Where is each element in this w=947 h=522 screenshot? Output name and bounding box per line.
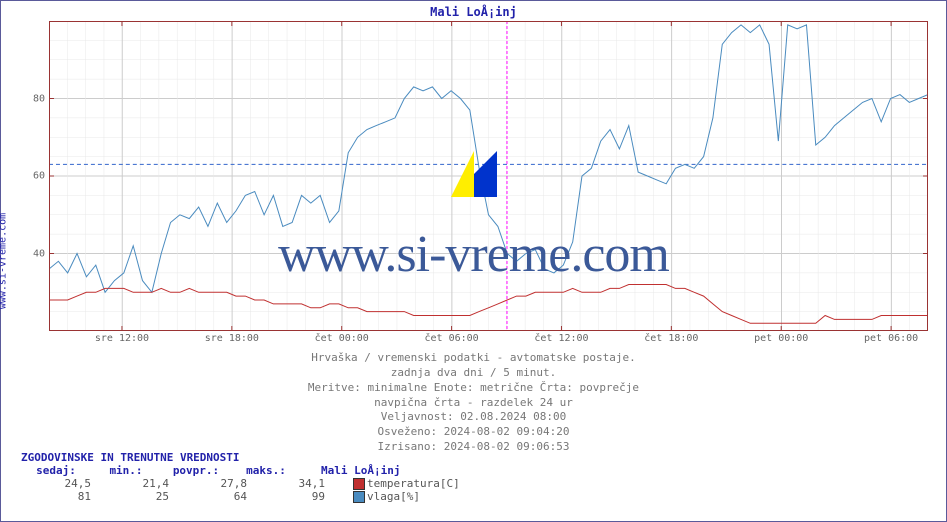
footer-value: 21,4 bbox=[99, 477, 177, 490]
footer-header: ZGODOVINSKE IN TRENUTNE VREDNOSTI bbox=[21, 451, 926, 464]
footer-value: 99 bbox=[255, 490, 333, 503]
x-tick-label: pet 06:00 bbox=[864, 333, 918, 344]
footer-value: 27,8 bbox=[177, 477, 255, 490]
legend-item: temperatura[C] bbox=[333, 477, 460, 490]
info-line: zadnja dva dni / 5 minut. bbox=[1, 366, 946, 381]
footer-row: 81256499vlaga[%] bbox=[21, 490, 926, 503]
footer-location: Mali LoÅ¡inj bbox=[301, 464, 400, 477]
footer-value: 24,5 bbox=[21, 477, 99, 490]
footer-col-label: sedaj: bbox=[21, 464, 91, 477]
footer-value: 81 bbox=[21, 490, 99, 503]
y-tick-label: 80 bbox=[5, 93, 45, 104]
plot-area bbox=[49, 21, 928, 331]
footer: ZGODOVINSKE IN TRENUTNE VREDNOSTI sedaj:… bbox=[21, 451, 926, 503]
chart-title: Mali LoÅ¡inj bbox=[1, 5, 946, 19]
info-line: Veljavnost: 02.08.2024 08:00 bbox=[1, 410, 946, 425]
footer-col-label: min.: bbox=[91, 464, 161, 477]
info-line: Meritve: minimalne Enote: metrične Črta:… bbox=[1, 381, 946, 396]
footer-row: 24,521,427,834,1temperatura[C] bbox=[21, 477, 926, 490]
y-tick-label: 60 bbox=[5, 171, 45, 182]
info-line: Osveženo: 2024-08-02 09:04:20 bbox=[1, 425, 946, 440]
x-tick-label: sre 12:00 bbox=[95, 333, 149, 344]
chart-container: www.si-vreme.com Mali LoÅ¡inj 40 60 80 sre… bbox=[0, 0, 947, 522]
x-tick-label: sre 18:00 bbox=[205, 333, 259, 344]
footer-value: 25 bbox=[99, 490, 177, 503]
site-link-vertical[interactable]: www.si-vreme.com bbox=[0, 213, 9, 309]
x-tick-label: čet 12:00 bbox=[534, 333, 588, 344]
y-tick-label: 40 bbox=[5, 248, 45, 259]
x-tick-label: pet 00:00 bbox=[754, 333, 808, 344]
footer-value: 64 bbox=[177, 490, 255, 503]
footer-col-label: povpr.: bbox=[161, 464, 231, 477]
info-line: navpična črta - razdelek 24 ur bbox=[1, 396, 946, 411]
legend-swatch bbox=[353, 478, 365, 490]
x-tick-label: čet 06:00 bbox=[424, 333, 478, 344]
footer-col-label: maks.: bbox=[231, 464, 301, 477]
x-tick-label: čet 00:00 bbox=[315, 333, 369, 344]
footer-value: 34,1 bbox=[255, 477, 333, 490]
info-block: Hrvaška / vremenski podatki - avtomatske… bbox=[1, 351, 946, 455]
legend-swatch bbox=[353, 491, 365, 503]
info-line: Hrvaška / vremenski podatki - avtomatske… bbox=[1, 351, 946, 366]
legend-item: vlaga[%] bbox=[333, 490, 420, 503]
x-tick-label: čet 18:00 bbox=[644, 333, 698, 344]
x-axis: sre 12:00 sre 18:00 čet 00:00 čet 06:00 čet … bbox=[49, 333, 928, 349]
